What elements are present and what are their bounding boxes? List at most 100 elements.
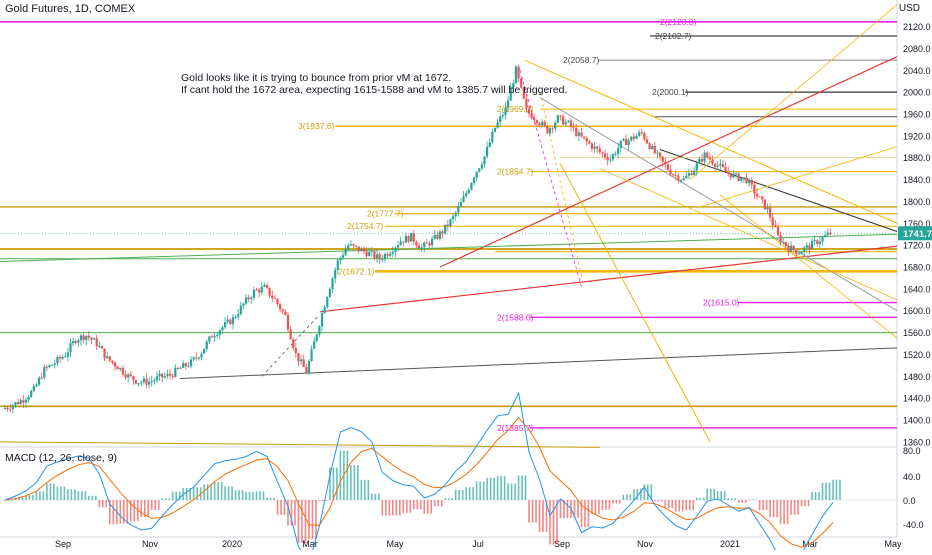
macd-histogram-bar	[793, 500, 796, 515]
candle-body	[431, 238, 434, 246]
candle-body	[226, 319, 229, 323]
projection-line	[261, 315, 319, 377]
candle-body	[475, 171, 478, 178]
candle-body	[658, 152, 662, 157]
candle-body	[467, 189, 470, 194]
macd-histogram-bar	[88, 495, 90, 500]
candle-body	[127, 374, 130, 378]
macd-histogram-bar	[81, 491, 83, 500]
candle-body	[74, 341, 77, 343]
candle-body	[548, 128, 552, 134]
candle-body	[588, 141, 591, 144]
macd-histogram-bar	[133, 500, 136, 522]
candle-body	[45, 366, 49, 368]
candle-body	[792, 245, 795, 251]
candle-body	[302, 359, 305, 368]
macd-histogram-bar	[126, 500, 129, 524]
macd-histogram-bar	[350, 465, 352, 500]
candle-body	[651, 145, 654, 150]
candle-body	[425, 242, 428, 244]
candle-body	[803, 247, 806, 252]
candle-body	[575, 127, 578, 136]
candle-body	[265, 284, 269, 288]
macd-histogram-bar	[640, 489, 642, 500]
time-tick-label: Mar	[302, 539, 318, 549]
macd-tick-label: 0.0	[903, 496, 916, 506]
macd-histogram-bar	[556, 500, 558, 545]
level-label: 2(1588.0)	[497, 312, 534, 322]
macd-histogram-bar	[626, 494, 628, 500]
macd-histogram-bar	[454, 489, 457, 500]
time-tick-label: May	[386, 539, 404, 549]
candle-body	[244, 297, 248, 304]
candle-body	[184, 363, 187, 367]
macd-histogram-bar	[213, 482, 216, 500]
macd-histogram-bar	[91, 495, 94, 500]
candle-body	[438, 231, 442, 239]
macd-tick-label: 80.0	[903, 446, 921, 456]
macd-histogram-bar	[800, 500, 803, 507]
macd-histogram-bar	[378, 493, 380, 500]
candle-body	[410, 233, 413, 242]
macd-histogram-bar	[294, 500, 296, 526]
candle-body	[210, 336, 214, 338]
candle-body	[349, 244, 352, 246]
macd-histogram-bar	[804, 500, 806, 507]
candle-body	[721, 163, 725, 167]
macd-histogram-bar	[465, 487, 467, 500]
macd-histogram-bar	[276, 500, 279, 515]
candle-body	[100, 346, 104, 349]
macd-histogram-bar	[580, 500, 583, 528]
time-tick-label: May	[884, 539, 902, 549]
candle-body	[761, 196, 764, 200]
candle-body	[224, 322, 227, 328]
candle-body	[590, 143, 594, 149]
candle-body	[569, 120, 573, 127]
candle-body	[538, 123, 541, 126]
macd-title: MACD (12, 26, close, 9)	[5, 452, 118, 464]
macd-histogram-bar	[290, 500, 293, 526]
candle-body	[383, 254, 387, 260]
macd-histogram-bar	[650, 484, 653, 500]
macd-histogram-bar	[178, 491, 181, 500]
macd-histogram-bar	[405, 500, 408, 513]
candle-body	[92, 338, 96, 340]
candle-body	[546, 125, 549, 134]
candle-body	[22, 400, 25, 403]
candle-body	[69, 343, 72, 353]
candle-body	[732, 173, 735, 178]
candle-body	[433, 234, 436, 239]
candle-body	[119, 367, 122, 370]
macd-histogram-bar	[559, 500, 562, 519]
candle-body	[221, 327, 224, 331]
candle-body	[816, 240, 819, 245]
macd-histogram-bar	[437, 500, 440, 507]
macd-histogram-bar	[241, 490, 244, 500]
macd-histogram-bar	[11, 500, 13, 501]
candle-body	[727, 171, 730, 174]
level-label: 2(1854.7)	[497, 167, 534, 177]
candle-body	[153, 380, 156, 382]
macd-histogram-bar	[360, 479, 363, 500]
candle-body	[698, 158, 701, 164]
price-tick-label: 1560.0	[903, 328, 931, 338]
candle-body	[412, 233, 415, 242]
candle-body	[216, 334, 219, 337]
macd-histogram-bar	[339, 450, 342, 500]
macd-histogram-bar	[472, 487, 474, 500]
candle-body	[148, 381, 151, 385]
candle-body	[645, 139, 649, 144]
macd-histogram-bar	[821, 482, 824, 500]
macd-histogram-bar	[297, 500, 300, 543]
currency-label: USD	[898, 3, 920, 14]
candle-body	[326, 297, 329, 308]
macd-histogram-bar	[304, 500, 307, 543]
candle-body	[284, 311, 287, 315]
macd-histogram-bar	[374, 493, 377, 500]
candle-body	[527, 108, 531, 114]
macd-histogram-bar	[21, 497, 24, 500]
candle-body	[769, 207, 772, 218]
macd-histogram-bar	[161, 498, 164, 500]
macd-histogram-bar	[426, 500, 429, 514]
